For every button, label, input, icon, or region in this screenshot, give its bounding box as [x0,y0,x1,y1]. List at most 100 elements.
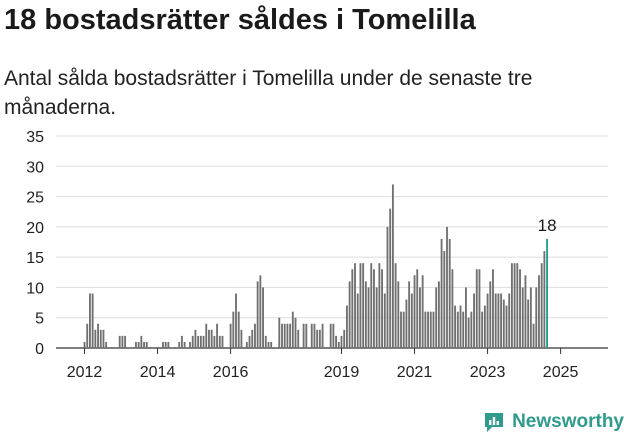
bar [483,305,486,348]
x-tick-label: 2016 [213,364,249,381]
x-tick-label: 2012 [67,364,103,381]
y-tick-label: 20 [26,220,44,237]
bar [535,287,538,348]
bar [86,323,89,348]
bar [427,311,429,348]
bar [83,341,86,348]
bar [391,184,394,348]
bar [543,251,546,348]
bar [137,341,140,348]
bar [251,329,254,348]
grid-lines [56,135,608,349]
bar [313,323,316,348]
bar [532,323,535,348]
bar [421,275,424,348]
bar [164,341,167,348]
highlight-value-label: 18 [538,216,557,235]
bar [197,335,200,348]
bar [437,281,440,348]
chart-subtitle: Antal sålda bostadsrätter i Tomelilla un… [4,67,533,119]
bar [540,263,543,348]
bar [237,311,240,348]
bar [335,335,338,348]
bar [294,317,297,348]
bar [254,323,256,348]
bar [143,341,145,348]
y-tick-label: 35 [26,129,44,146]
bar [124,335,127,348]
chart-title: 18 bostadsrätter såldes i Tomelilla [4,4,476,36]
bar [262,287,264,348]
bar [283,323,286,348]
bar [205,323,208,348]
y-tick-label: 0 [35,341,44,358]
bar [400,311,402,348]
y-tick-label: 10 [26,280,44,297]
x-tick-label: 2023 [470,364,506,381]
bar [538,275,540,348]
bar [364,281,367,348]
bar [218,335,221,348]
bar [359,263,362,348]
bar [189,341,191,348]
bar [332,323,335,348]
bar [481,311,484,348]
y-tick-label: 30 [26,159,44,176]
bar [456,311,459,348]
y-tick-label: 5 [35,311,44,328]
bar [162,341,164,348]
bar [489,281,492,348]
bar [183,341,186,348]
bar [134,341,137,348]
bar [99,329,102,348]
bar [210,329,213,348]
bar [278,317,281,348]
bars [83,184,549,348]
bar [465,287,467,348]
bar [199,335,202,348]
bar [370,263,373,348]
bar [378,263,381,348]
bar [513,263,516,348]
bar [473,293,475,348]
bar [402,311,405,348]
bar [508,293,511,348]
bar [348,281,351,348]
bar [256,281,259,348]
bar [486,293,489,348]
bar [343,329,346,348]
bar [245,341,248,348]
bar [510,263,513,348]
bar [118,335,121,348]
bar [213,335,216,348]
bar [178,341,181,348]
y-tick-label: 25 [26,190,44,207]
bar [291,311,294,348]
bar [167,341,170,348]
bar [267,341,270,348]
bar [102,329,105,348]
bar [413,275,416,348]
bar [416,269,419,348]
bar [521,287,524,348]
data-labels: 18 [538,216,557,235]
bar [235,293,237,348]
bar [462,311,465,348]
bar [373,269,375,348]
bar [351,269,354,348]
bar [289,323,292,348]
bar [408,281,411,348]
x-tick-label: 2021 [397,364,433,381]
bar [302,323,305,348]
bar [410,293,413,348]
bar [505,305,508,348]
bar [502,299,505,348]
bar [467,317,470,348]
bar [443,251,446,348]
bar [432,311,435,348]
bar [524,275,527,348]
bar [305,323,308,348]
bar [419,287,421,348]
bar [221,335,224,348]
